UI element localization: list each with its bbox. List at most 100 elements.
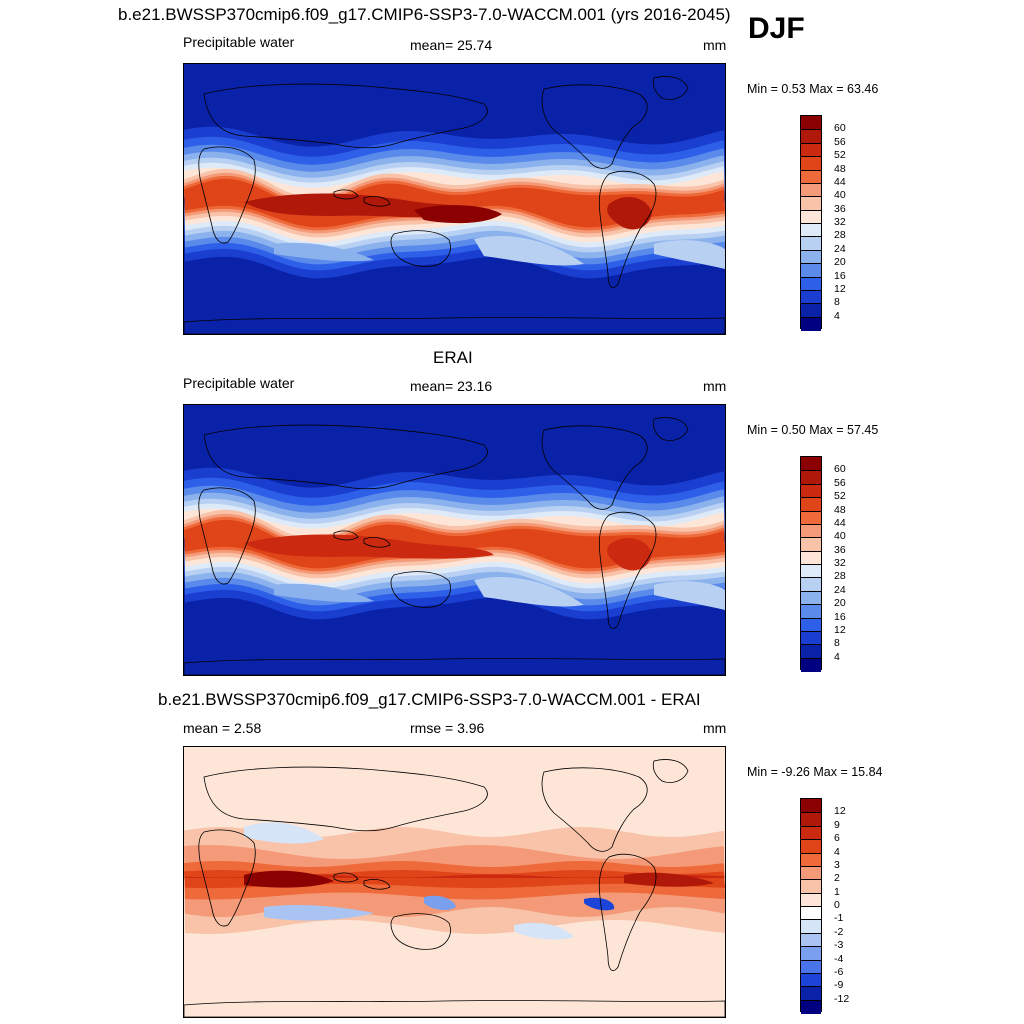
- colorbar-tick-label: 36: [834, 543, 846, 556]
- panel-1-colorbar: [800, 115, 822, 331]
- panel-3-map: [183, 746, 726, 1018]
- panel-2-variable-label: Precipitable water: [183, 375, 295, 391]
- negative-patch: [264, 905, 374, 921]
- colorbar-tick-label: 1: [834, 885, 840, 898]
- colorbar-tick-label: 6: [834, 832, 840, 845]
- dry-tongue: [474, 576, 584, 607]
- coastline: [198, 829, 256, 927]
- coastline: [333, 872, 359, 883]
- colorbar-tick-label: -3: [834, 939, 844, 952]
- colorbar-tick-label: 24: [834, 583, 846, 596]
- colorbar-tick-label: -12: [834, 992, 850, 1005]
- coastline: [390, 230, 451, 267]
- positive-core: [624, 872, 714, 887]
- colorbar-swatch: [801, 182, 821, 198]
- panel-2-colorbar: [800, 456, 822, 672]
- panel-1-mean-label: mean= 25.74: [410, 37, 493, 53]
- coastline: [363, 537, 391, 548]
- colorbar-tick-label: 44: [834, 175, 846, 188]
- colorbar-tick-label: 36: [834, 202, 846, 215]
- colorbar-tick-label: 48: [834, 162, 846, 175]
- negative-patch: [424, 895, 456, 910]
- warm-pool-max: [414, 205, 502, 224]
- colorbar-swatch: [801, 303, 821, 318]
- dry-tongue: [654, 581, 725, 610]
- colorbar-tick-label: 12: [834, 805, 846, 818]
- colorbar-tick-label: -9: [834, 979, 844, 992]
- colorbar-tick-label: 4: [834, 845, 840, 858]
- colorbar-swatch: [801, 630, 821, 646]
- colorbar-swatch: [801, 892, 821, 907]
- colorbar-swatch: [801, 142, 821, 158]
- colorbar-swatch: [801, 196, 821, 211]
- colorbar-swatch: [801, 156, 821, 171]
- colorbar-tick-label: 9: [834, 818, 840, 831]
- colorbar-tick-label: 4: [834, 309, 840, 322]
- panel-3-mean-label: mean = 2.58: [183, 720, 262, 736]
- colorbar-swatch: [801, 169, 821, 184]
- panel-3-rmse-label: rmse = 3.96: [410, 720, 485, 736]
- colorbar-tick-label: -4: [834, 952, 844, 965]
- colorbar-swatch: [801, 906, 821, 921]
- colorbar-tick-label: 12: [834, 282, 846, 295]
- colorbar-swatch: [801, 564, 821, 579]
- panel-2-title: ERAI: [433, 348, 473, 367]
- coastline: [203, 83, 488, 149]
- colorbar-swatch: [801, 236, 821, 251]
- colorbar-swatch: [801, 497, 821, 512]
- warm-pool-core: [244, 534, 494, 559]
- colorbar-swatch: [801, 812, 821, 827]
- colorbar-tick-label: 2: [834, 872, 840, 885]
- dry-tongue: [654, 240, 725, 269]
- panel-1-variable-label: Precipitable water: [183, 34, 295, 50]
- colorbar-swatch: [801, 799, 821, 814]
- colorbar-swatch: [801, 604, 821, 619]
- colorbar-swatch: [801, 999, 821, 1014]
- coastline: [598, 511, 657, 629]
- colorbar-tick-label: 28: [834, 570, 846, 583]
- colorbar-tick-label: 48: [834, 503, 846, 516]
- colorbar-swatch: [801, 617, 821, 632]
- coastline: [598, 170, 657, 288]
- colorbar-swatch: [801, 932, 821, 948]
- coastline: [333, 530, 359, 541]
- colorbar-tick-label: -1: [834, 912, 844, 925]
- dry-tongue: [474, 235, 584, 266]
- colorbar-swatch: [801, 523, 821, 539]
- colorbar-swatch: [801, 276, 821, 291]
- coastline: [652, 76, 689, 100]
- negative-patch: [584, 897, 615, 911]
- coastline: [203, 766, 488, 832]
- colorbar-tick-label: 12: [834, 623, 846, 636]
- colorbar-swatch: [801, 510, 821, 525]
- colorbar-tick-label: 4: [834, 650, 840, 663]
- panel-3-title: b.e21.BWSSP370cmip6.f09_g17.CMIP6-SSP3-7…: [158, 690, 701, 709]
- panel-3-units: mm: [703, 720, 727, 736]
- colorbar-swatch: [801, 457, 821, 472]
- negative-patch: [514, 922, 574, 940]
- coastline: [363, 879, 391, 890]
- colorbar-swatch: [801, 657, 821, 672]
- coastline: [363, 196, 391, 207]
- colorbar-tick-label: -2: [834, 925, 844, 938]
- colorbar-swatch: [801, 483, 821, 499]
- colorbar-tick-label: 24: [834, 242, 846, 255]
- coastline: [184, 1000, 725, 1017]
- colorbar-swatch: [801, 577, 821, 592]
- coastline: [198, 146, 256, 244]
- colorbar-swatch: [801, 825, 821, 841]
- colorbar-swatch: [801, 289, 821, 305]
- coastline: [541, 84, 648, 169]
- colorbar-tick-label: 52: [834, 149, 846, 162]
- positive-core: [244, 870, 334, 888]
- colorbar-tick-label: 32: [834, 557, 846, 569]
- colorbar-tick-label: 40: [834, 189, 846, 202]
- colorbar-swatch: [801, 644, 821, 659]
- colorbar-swatch: [801, 879, 821, 894]
- colorbar-tick-label: 60: [834, 122, 846, 135]
- coastline: [184, 317, 725, 334]
- colorbar-swatch: [801, 839, 821, 854]
- colorbar-tick-label: 8: [834, 637, 840, 650]
- colorbar-tick-label: 16: [834, 610, 846, 623]
- coastline: [390, 913, 451, 950]
